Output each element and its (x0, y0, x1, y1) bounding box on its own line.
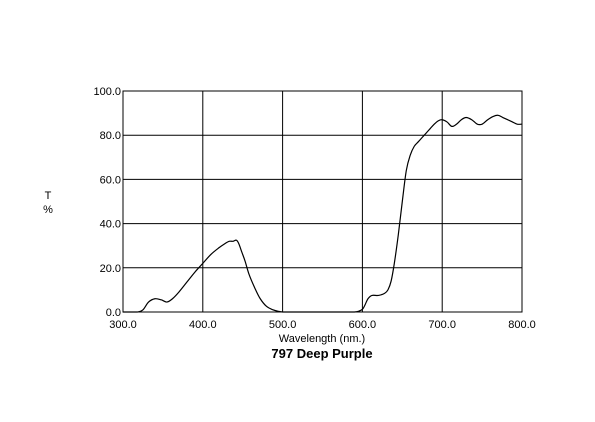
x-tick-labels: 300.0 400.0 500.0 600.0 700.0 800.0 (109, 319, 536, 331)
y-tick-label: 40.0 (100, 219, 121, 231)
y-tick-label: 0.0 (106, 307, 121, 319)
plot-frame (122, 90, 523, 313)
x-tick-label: 400.0 (189, 319, 217, 331)
x-tick-label: 700.0 (428, 319, 456, 331)
x-tick-label: 800.0 (508, 319, 536, 331)
x-tick-label: 500.0 (269, 319, 297, 331)
chart-title: 797 Deep Purple (271, 346, 372, 361)
y-tick-label: 100.0 (93, 86, 121, 98)
series-line (122, 114, 523, 313)
y-axis-label-t: T (45, 190, 52, 202)
y-tick-label: 80.0 (100, 130, 121, 142)
x-axis-label: Wavelength (nm.) (279, 333, 365, 345)
y-tick-label: 20.0 (100, 263, 121, 275)
y-axis-label-percent: % (43, 204, 53, 216)
y-tick-labels: 0.0 20.0 40.0 60.0 80.0 100.0 (93, 86, 121, 319)
x-tick-label: 600.0 (349, 319, 377, 331)
grid (122, 90, 523, 313)
x-tick-label: 300.0 (109, 319, 137, 331)
y-tick-label: 60.0 (100, 174, 121, 186)
